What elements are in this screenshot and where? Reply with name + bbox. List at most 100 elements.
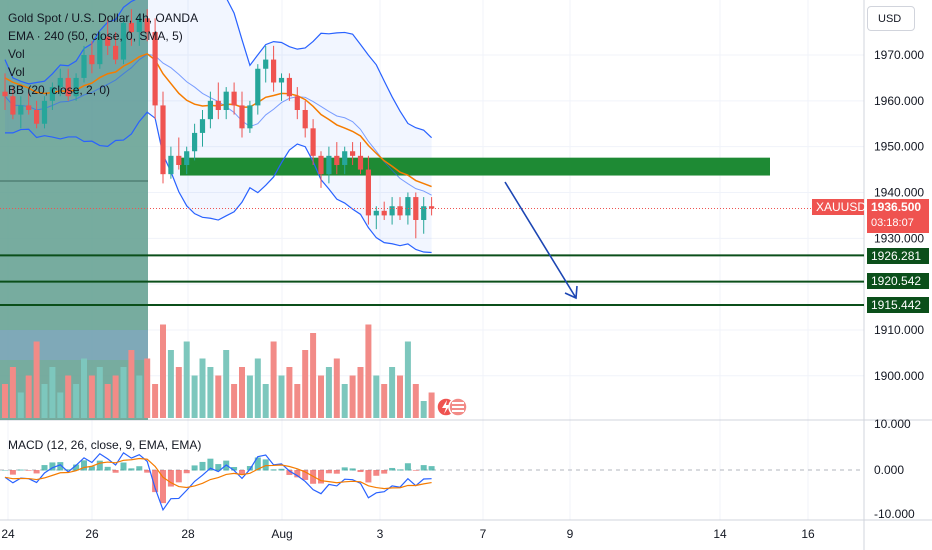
macd-histogram-bar	[397, 469, 403, 471]
price-tick-label: 1940.000	[874, 185, 924, 199]
level-tag-2: 1920.542	[867, 273, 929, 289]
candle-body	[160, 105, 166, 175]
price-tick-label: 1970.000	[874, 48, 924, 62]
macd-histogram-bar	[389, 467, 396, 471]
level-tag-3-value: 1915.442	[871, 298, 922, 312]
time-tick-label: 14	[713, 527, 727, 541]
currency-label: USD	[878, 12, 902, 25]
volume-bar	[428, 392, 435, 418]
macd-histogram-bar	[412, 470, 419, 471]
volume-bar	[41, 384, 48, 418]
macd-histogram-bar	[254, 457, 261, 471]
candle-body	[199, 119, 206, 133]
legend[interactable]: Gold Spot / U.S. Dollar, 4h, OANDA EMA ·…	[8, 9, 198, 99]
candle-body	[381, 210, 387, 216]
candle-body	[81, 55, 87, 78]
macd-histogram-bar	[286, 470, 293, 475]
legend-symbol[interactable]: Gold Spot / U.S. Dollar, 4h, OANDA	[8, 11, 199, 25]
resistance-zone	[180, 157, 770, 176]
macd-histogram-bar	[428, 466, 435, 471]
volume-bar	[302, 350, 309, 418]
volume-bar	[25, 375, 32, 418]
volume-bar	[199, 358, 206, 418]
macd-histogram-bar	[2, 470, 8, 471]
macd-histogram-bar	[25, 470, 32, 471]
macd-histogram-bar	[278, 468, 285, 471]
volume-bar	[333, 358, 340, 418]
indicator-icons[interactable]	[436, 397, 468, 417]
price-tick-label: 1930.000	[874, 231, 924, 245]
macd-tick-label: 0.000	[874, 463, 904, 477]
macd-legend[interactable]: MACD (12, 26, close, 9, EMA, EMA)	[8, 436, 201, 454]
volume-bar	[389, 367, 396, 418]
time-tick-label: 28	[181, 527, 195, 541]
candle-body	[318, 155, 324, 175]
candles	[2, 9, 435, 239]
macd-histogram-bar	[294, 470, 301, 478]
bollinger-fill	[5, 0, 432, 253]
volume-bar	[2, 384, 8, 418]
macd-histogram-bar	[191, 465, 198, 471]
projection-arrow-head	[564, 285, 578, 300]
currency-button[interactable]: USD	[867, 6, 915, 31]
candle-body	[263, 59, 269, 69]
price-tick-label: 1950.000	[874, 140, 924, 154]
macd-histogram-bar	[341, 467, 348, 471]
legend-vol-1[interactable]: Vol	[8, 47, 25, 61]
macd-histogram-bar	[262, 459, 269, 471]
macd-histogram-bar	[381, 470, 388, 474]
volume-bar	[207, 367, 214, 418]
countdown-value: 03:18:07	[871, 217, 914, 229]
candle-body	[105, 36, 111, 46]
level-tag-3: 1915.442	[867, 297, 929, 313]
candle-body	[65, 77, 71, 97]
macd-histogram-bar	[96, 460, 103, 471]
volume-bar	[191, 375, 198, 418]
volume-bar	[404, 341, 411, 418]
highlight-range	[0, 0, 148, 420]
volume-bar	[420, 401, 427, 418]
legend-bb[interactable]: BB (20, close, 2, 0)	[8, 83, 111, 97]
macd-histogram-bar	[128, 468, 135, 471]
candle-body	[278, 77, 285, 83]
legend-ema[interactable]: EMA · 240 (50, close, 0, SMA, 5)	[8, 29, 183, 43]
projection-arrow-shaft	[504, 181, 577, 299]
time-tick-label: 16	[801, 527, 815, 541]
candle-body	[342, 151, 348, 165]
candle-body	[247, 105, 253, 129]
candle-body	[215, 100, 221, 110]
legend-vol-2[interactable]: Vol	[8, 65, 25, 79]
candle-body	[120, 22, 127, 60]
candle-body	[239, 105, 245, 129]
macd-label[interactable]: MACD (12, 26, close, 9, EMA, EMA)	[8, 438, 202, 452]
candle-body	[41, 100, 48, 124]
candle-body	[2, 91, 8, 97]
candle-body	[334, 155, 340, 165]
volume-bar	[17, 392, 24, 418]
support-levels	[0, 180, 864, 307]
macd-histogram-bar	[152, 470, 159, 493]
macd-histogram-bar	[160, 470, 166, 504]
candle-body	[128, 22, 134, 33]
price-axis: 1970.000 1960.000 1950.000 1940.000 1930.000…	[874, 48, 924, 521]
macd-histogram-bar	[175, 470, 182, 483]
candle-body	[26, 105, 32, 110]
current-price-value: 1936.500	[871, 200, 922, 214]
candle-body	[89, 55, 95, 65]
volume-bar	[341, 384, 348, 418]
volume-bar	[286, 367, 293, 418]
candle-body	[168, 155, 174, 175]
flag-stripes-icon	[452, 402, 464, 404]
time-tick-label: 26	[85, 527, 99, 541]
macd-histogram-bar	[167, 470, 174, 487]
time-tick-label: 3	[377, 527, 384, 541]
vol-overlay	[0, 330, 148, 360]
macd-histogram-bar	[349, 468, 356, 471]
macd-histogram-bar	[325, 470, 332, 474]
candle-body	[255, 68, 261, 106]
volume-bar	[104, 384, 111, 418]
volume-bar	[96, 367, 103, 418]
volume-bar	[33, 341, 40, 418]
volume-bar	[310, 333, 317, 418]
